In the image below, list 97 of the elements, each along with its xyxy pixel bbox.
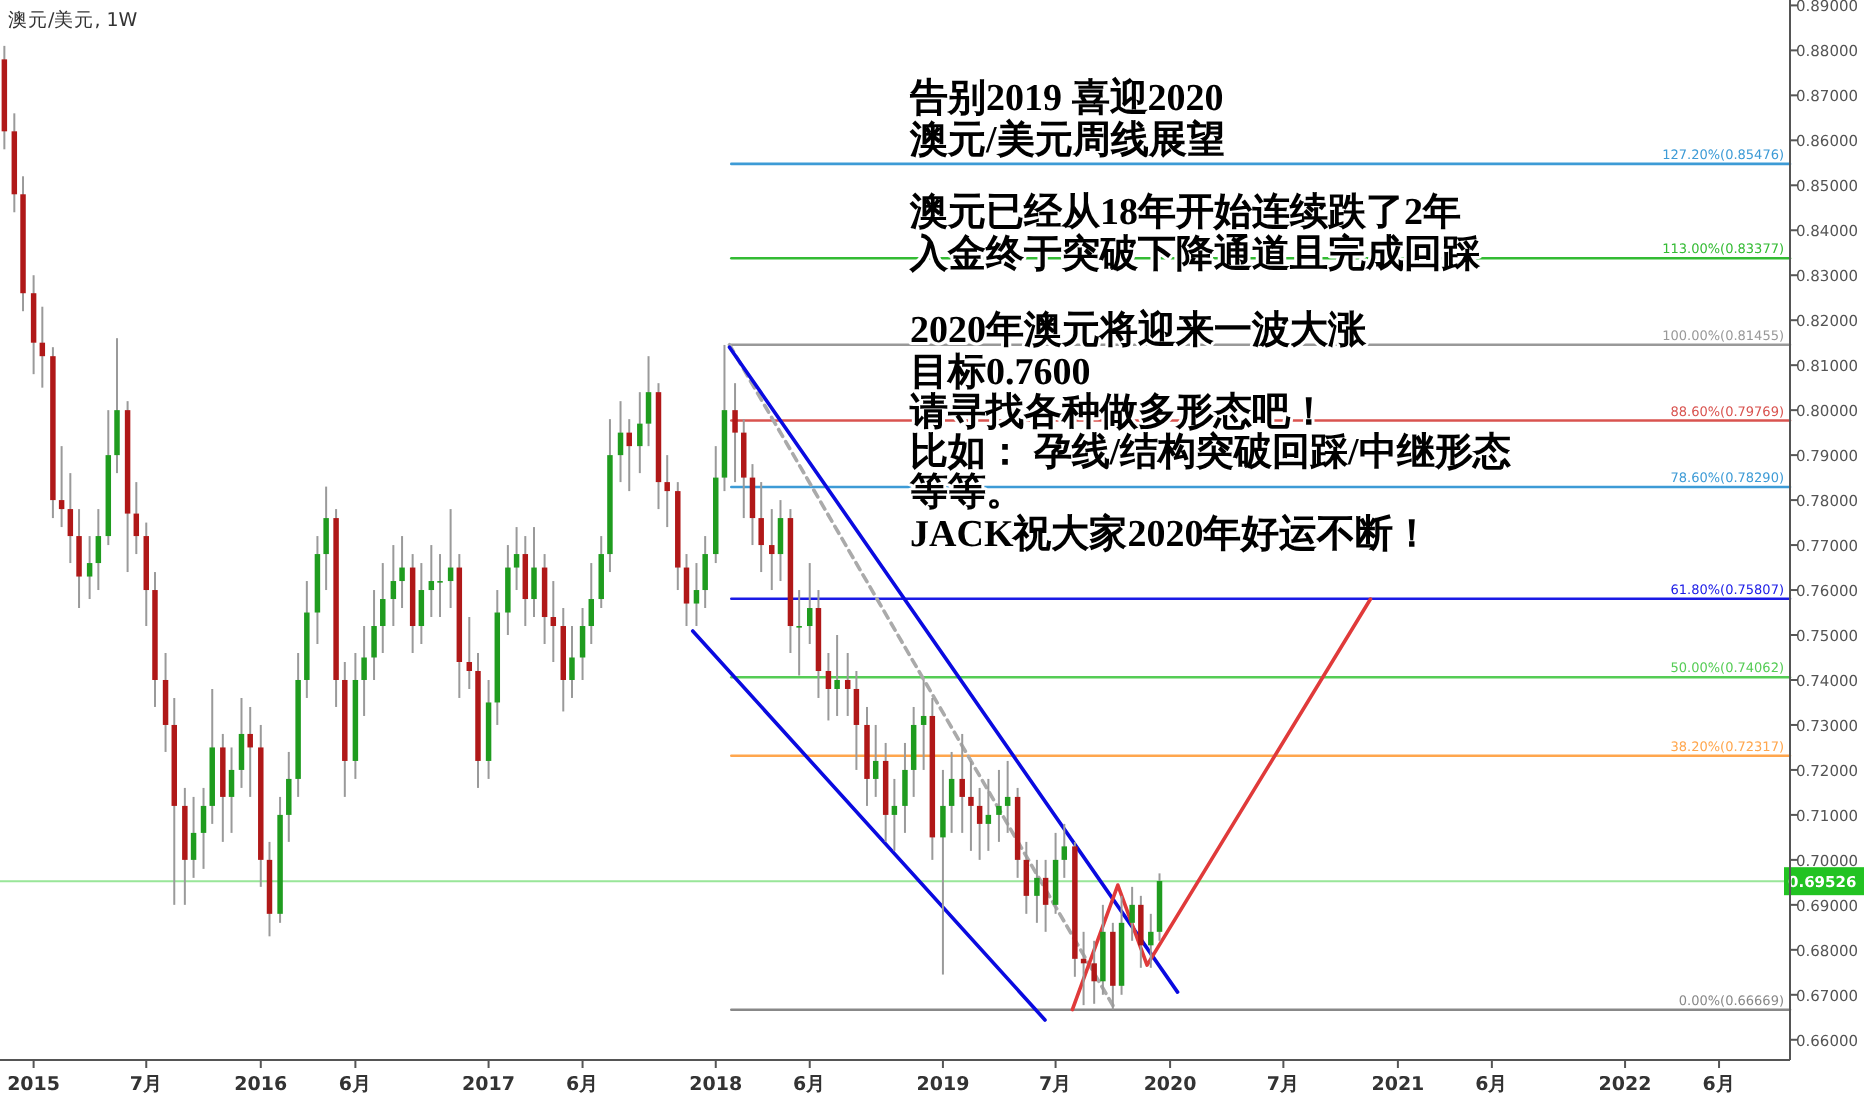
candlestick xyxy=(399,535,405,610)
candlestick xyxy=(569,625,575,699)
candlestick xyxy=(758,481,764,574)
text: 澳元/美元, 1W xyxy=(8,8,139,32)
candlestick xyxy=(732,382,738,484)
candlestick xyxy=(390,544,397,628)
candlestick xyxy=(985,777,992,852)
candlestick xyxy=(976,786,983,861)
candlestick xyxy=(76,508,82,610)
annotation: 澳元已经从18年开始连续跌了2年 xyxy=(908,190,1461,234)
candlestick xyxy=(513,526,520,592)
candlestick xyxy=(853,669,860,771)
candlestick xyxy=(796,589,802,677)
candlestick xyxy=(968,759,974,852)
candlestick xyxy=(86,535,93,601)
candlestick xyxy=(741,418,747,520)
candlestick xyxy=(1138,894,1144,969)
annotation: JACK祝大家2020年好运不断！ xyxy=(910,512,1432,556)
x-tick-label: 2016 xyxy=(234,1074,288,1096)
candlestick xyxy=(200,786,207,870)
candlestick xyxy=(371,589,377,681)
candlestick xyxy=(67,472,74,565)
candlestick xyxy=(1042,858,1049,933)
x-tick-label: 7月 xyxy=(129,1074,163,1096)
x-tick-label: 2019 xyxy=(916,1074,970,1096)
candlestick xyxy=(693,562,700,628)
x-tick-label: 2018 xyxy=(689,1074,743,1096)
candlestick xyxy=(1091,939,1097,1005)
candlestick xyxy=(238,696,245,789)
candlestick xyxy=(664,454,670,529)
candlestick xyxy=(1129,885,1135,942)
x-tick-label: 7月 xyxy=(1038,1074,1073,1096)
candlestick xyxy=(683,553,690,628)
candlestick xyxy=(920,678,927,771)
x-tick-label: 6月 xyxy=(1475,1074,1509,1096)
candlestick xyxy=(361,625,367,717)
candlestick xyxy=(940,768,946,976)
candlestick xyxy=(58,445,65,529)
annotation: 澳元/美元周线展望 xyxy=(908,118,1225,162)
candlestick xyxy=(428,544,435,619)
x-tick-label: 2020 xyxy=(1143,1074,1198,1096)
candlestick xyxy=(588,562,595,646)
candlestick xyxy=(247,705,253,798)
candlestick xyxy=(505,544,511,637)
candlestick xyxy=(891,777,898,852)
annotation: 比如： 孕线/结构突破回踩/中继形态 xyxy=(910,430,1511,474)
candlestick xyxy=(323,485,329,592)
x-tick-label: 6月 xyxy=(793,1074,827,1096)
candlestick xyxy=(531,526,537,619)
candlestick xyxy=(996,768,1002,843)
candlestick xyxy=(834,634,840,717)
x-tick-label: 2015 xyxy=(7,1074,61,1096)
x-tick-label: 2021 xyxy=(1371,1074,1425,1096)
candlestick xyxy=(437,553,443,619)
x-tick-label: 7月 xyxy=(1266,1074,1300,1096)
candlestick xyxy=(1004,759,1011,834)
x-tick-label: 2022 xyxy=(1598,1074,1652,1096)
annotation: 目标0.7600 xyxy=(910,352,1091,394)
annotation: 2020年澳元将迎来一波大涨 xyxy=(910,308,1368,352)
candlestick xyxy=(959,732,965,834)
candlestick xyxy=(902,741,908,834)
candlestick xyxy=(162,652,169,753)
x-tick-label: 6月 xyxy=(565,1074,600,1096)
candlestick xyxy=(418,562,425,646)
candlestick xyxy=(872,723,879,798)
candlestick xyxy=(777,499,784,583)
candlestick xyxy=(114,337,120,475)
candlestick xyxy=(228,746,235,834)
candlestick xyxy=(1052,831,1059,915)
candlestick xyxy=(825,652,832,722)
candlestick xyxy=(1148,912,1154,969)
annotation: 告别2019 喜迎2020 xyxy=(908,76,1224,120)
candlestick xyxy=(844,652,851,717)
candlestick xyxy=(550,580,557,663)
candlestick xyxy=(1061,822,1068,879)
candlestick xyxy=(806,562,813,646)
candlestick xyxy=(1034,858,1040,924)
candlestick xyxy=(769,508,775,592)
x-tick-label: 6月 xyxy=(338,1074,373,1096)
candlestick xyxy=(645,355,652,448)
candlestick xyxy=(380,562,386,654)
candlestick xyxy=(579,607,586,681)
candlestick xyxy=(1023,840,1030,915)
candlestick xyxy=(286,750,292,843)
candlestick xyxy=(190,795,197,879)
candlestick xyxy=(95,508,102,592)
candlestick xyxy=(466,616,473,690)
candlestick xyxy=(522,535,529,628)
candlestick xyxy=(910,705,917,798)
candlestick xyxy=(702,535,708,610)
line-series xyxy=(1070,597,1373,1012)
candlestick xyxy=(948,750,955,834)
candlestick xyxy=(598,535,604,610)
x-tick-label: 2017 xyxy=(462,1074,516,1096)
candlestick xyxy=(749,463,756,547)
candlestick xyxy=(637,391,643,475)
x-tick-label: 6月 xyxy=(1702,1074,1736,1096)
